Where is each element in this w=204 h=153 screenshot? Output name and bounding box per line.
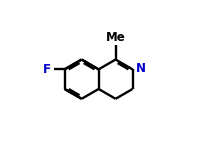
Text: F: F <box>43 63 51 76</box>
Text: N: N <box>135 62 145 75</box>
Text: Me: Me <box>105 31 125 44</box>
